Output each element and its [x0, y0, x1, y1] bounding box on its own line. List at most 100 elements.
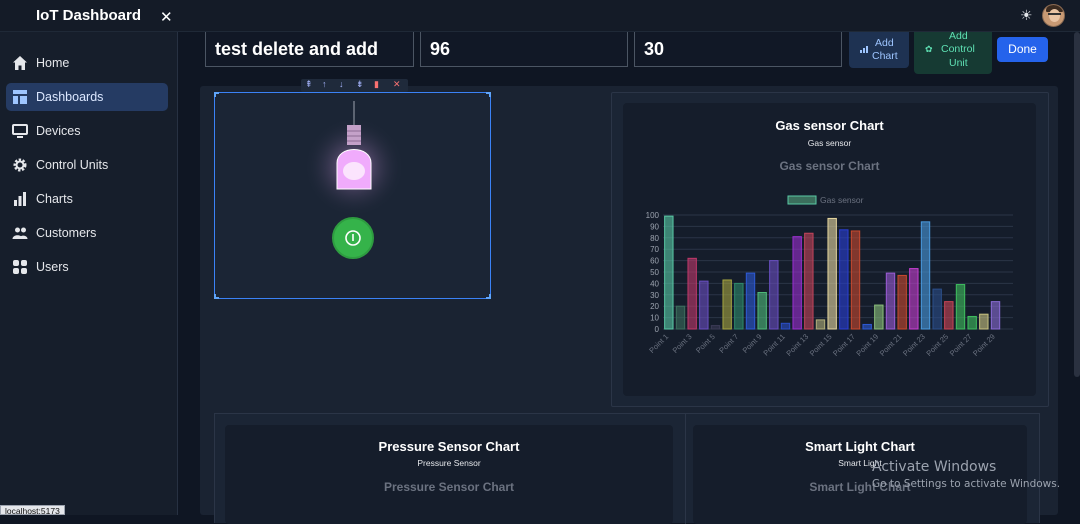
bar	[780, 322, 791, 330]
bar	[850, 230, 861, 330]
bar	[769, 260, 779, 330]
sidebar-item-label: Users	[36, 260, 69, 274]
bar-chart-icon	[14, 192, 26, 206]
sidebar-item-label: Control Units	[36, 158, 109, 172]
y-tick-label: 90	[650, 222, 659, 231]
add-chart-label-line2: Chart	[872, 50, 898, 62]
sidebar-item-dashboards[interactable]: Dashboards	[6, 83, 168, 111]
bar	[792, 236, 802, 330]
bar	[699, 280, 709, 330]
move-bottom-icon[interactable]: ⇟	[356, 79, 364, 89]
bar	[710, 325, 721, 330]
y-tick-label: 80	[650, 234, 659, 243]
gas-chart-card: Gas sensor Chart Gas sensor Gas sensor C…	[623, 103, 1036, 396]
page-scrollbar[interactable]	[1074, 32, 1080, 377]
remove-widget-icon[interactable]: ✕	[393, 79, 401, 89]
add-chart-label-line1: Add	[875, 37, 894, 49]
bar	[664, 215, 674, 330]
activate-windows-title: Activate Windows	[872, 459, 997, 475]
x-tick-label: Point 13	[784, 332, 810, 358]
bar	[944, 301, 954, 330]
people-icon	[12, 227, 28, 239]
move-down-icon[interactable]: ↓	[339, 79, 344, 89]
sidebar: Home Dashboards Devices Control Units Ch…	[0, 32, 178, 515]
close-sidebar-icon[interactable]: ✕	[160, 9, 173, 26]
bar	[839, 229, 849, 330]
power-icon	[345, 230, 361, 246]
chart-subtitle: Gas sensor	[807, 138, 852, 148]
bar	[920, 221, 931, 330]
y-tick-label: 50	[650, 268, 659, 277]
sidebar-item-label: Devices	[36, 124, 81, 138]
x-tick-label: Point 7	[717, 332, 740, 355]
add-cu-label-line1: Add	[949, 30, 968, 42]
bar-chart-icon	[860, 46, 868, 53]
x-tick-label: Point 17	[831, 332, 857, 358]
sidebar-item-charts[interactable]: Charts	[6, 185, 168, 213]
sidebar-item-control-units[interactable]: Control Units	[6, 151, 168, 179]
y-tick-label: 40	[650, 279, 659, 288]
legend-label: Gas sensor	[820, 195, 864, 205]
sidebar-item-home[interactable]: Home	[6, 49, 168, 77]
sidebar-item-customers[interactable]: Customers	[6, 219, 168, 247]
x-tick-label: Point 9	[741, 332, 764, 355]
y-tick-label: 10	[650, 314, 659, 323]
x-tick-label: Point 15	[808, 332, 834, 358]
control-unit-widget[interactable]: ⇞ ↑ ↓ ⇟ ▮ ✕	[214, 79, 491, 299]
x-tick-label: Point 1	[647, 332, 670, 355]
sidebar-item-label: Customers	[36, 226, 97, 240]
gear-icon	[13, 158, 27, 172]
legend-swatch	[787, 195, 817, 205]
rows-input[interactable]	[634, 32, 842, 67]
power-toggle-button[interactable]	[332, 217, 374, 259]
add-control-unit-button[interactable]: ✿ Add Control Unit	[914, 30, 992, 74]
move-top-icon[interactable]: ⇞	[305, 79, 313, 89]
x-tick-label: Point 23	[901, 332, 927, 358]
sidebar-item-devices[interactable]: Devices	[6, 117, 168, 145]
columns-input[interactable]	[420, 32, 628, 67]
x-tick-label: Point 11	[761, 332, 786, 357]
chart-subtitle: Smart Light	[838, 458, 882, 468]
x-tick-label: Point 25	[924, 332, 950, 358]
x-tick-label: Point 19	[854, 332, 880, 358]
gas-chart-widget[interactable]: Gas sensor Chart Gas sensor Gas sensor C…	[611, 92, 1049, 407]
bar	[932, 288, 942, 330]
bar	[675, 305, 686, 330]
pressure-chart-card[interactable]: Pressure Sensor Chart Pressure Sensor Pr…	[225, 425, 673, 524]
move-up-icon[interactable]: ↑	[322, 79, 327, 89]
bar	[874, 304, 884, 330]
bar	[897, 274, 907, 330]
bar	[804, 232, 814, 330]
x-tick-label: Point 3	[671, 332, 694, 355]
x-tick-label: Point 5	[694, 332, 717, 355]
x-tick-label: Point 29	[971, 332, 997, 358]
chart-title: Pressure Sensor Chart	[378, 439, 520, 454]
chart-inner-title: Gas sensor Chart	[779, 159, 880, 173]
bar	[909, 268, 919, 330]
theme-toggle-icon[interactable]: ☀	[1020, 7, 1033, 23]
add-chart-button[interactable]: Add Chart	[849, 32, 909, 68]
avatar[interactable]	[1042, 4, 1065, 27]
gear-icon: ✿	[925, 44, 933, 54]
bar	[687, 257, 697, 330]
bar	[955, 284, 966, 330]
trash-icon[interactable]: ▮	[374, 79, 379, 89]
dashboard-name-input[interactable]	[205, 32, 414, 67]
sidebar-item-label: Dashboards	[36, 90, 104, 104]
y-tick-label: 70	[650, 245, 659, 254]
app-title: IoT Dashboard	[36, 7, 142, 24]
bar	[722, 279, 732, 330]
smart-light-chart-card[interactable]: Smart Light Chart Smart Light Smart Ligh…	[693, 425, 1027, 524]
dashboard-canvas: ⇞ ↑ ↓ ⇟ ▮ ✕	[200, 79, 1058, 524]
light-bulb-icon	[304, 101, 404, 217]
bar	[827, 217, 837, 330]
chart-title: Gas sensor Chart	[775, 118, 884, 133]
sidebar-item-label: Charts	[36, 192, 73, 206]
add-cu-label-line3: Unit	[949, 57, 968, 69]
top-bar: IoT Dashboard ✕ ☀	[0, 0, 1080, 32]
done-button[interactable]: Done	[997, 37, 1048, 62]
sidebar-item-users[interactable]: Users	[6, 253, 168, 281]
chart-subtitle: Pressure Sensor	[417, 458, 481, 468]
sidebar-item-label: Home	[36, 56, 70, 70]
